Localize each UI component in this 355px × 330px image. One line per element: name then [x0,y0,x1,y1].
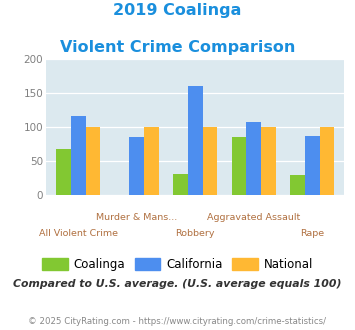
Legend: Coalinga, California, National: Coalinga, California, National [37,253,318,276]
Text: Compared to U.S. average. (U.S. average equals 100): Compared to U.S. average. (U.S. average … [13,279,342,289]
Text: Aggravated Assault: Aggravated Assault [207,213,300,222]
Text: Robbery: Robbery [175,229,215,238]
Text: Murder & Mans...: Murder & Mans... [96,213,178,222]
Bar [290,175,305,195]
Bar [261,127,275,195]
Bar [71,115,86,195]
Bar [320,127,334,195]
Bar [232,137,246,195]
Text: Rape: Rape [300,229,324,238]
Bar [144,127,159,195]
Bar [173,174,188,195]
Text: All Violent Crime: All Violent Crime [39,229,118,238]
Text: Violent Crime Comparison: Violent Crime Comparison [60,40,295,54]
Bar [56,149,71,195]
Bar [305,136,320,195]
Bar [130,137,144,195]
Bar [188,86,203,195]
Bar [246,122,261,195]
Text: © 2025 CityRating.com - https://www.cityrating.com/crime-statistics/: © 2025 CityRating.com - https://www.city… [28,317,327,326]
Bar [203,127,217,195]
Text: 2019 Coalinga: 2019 Coalinga [113,3,242,18]
Bar [86,127,100,195]
